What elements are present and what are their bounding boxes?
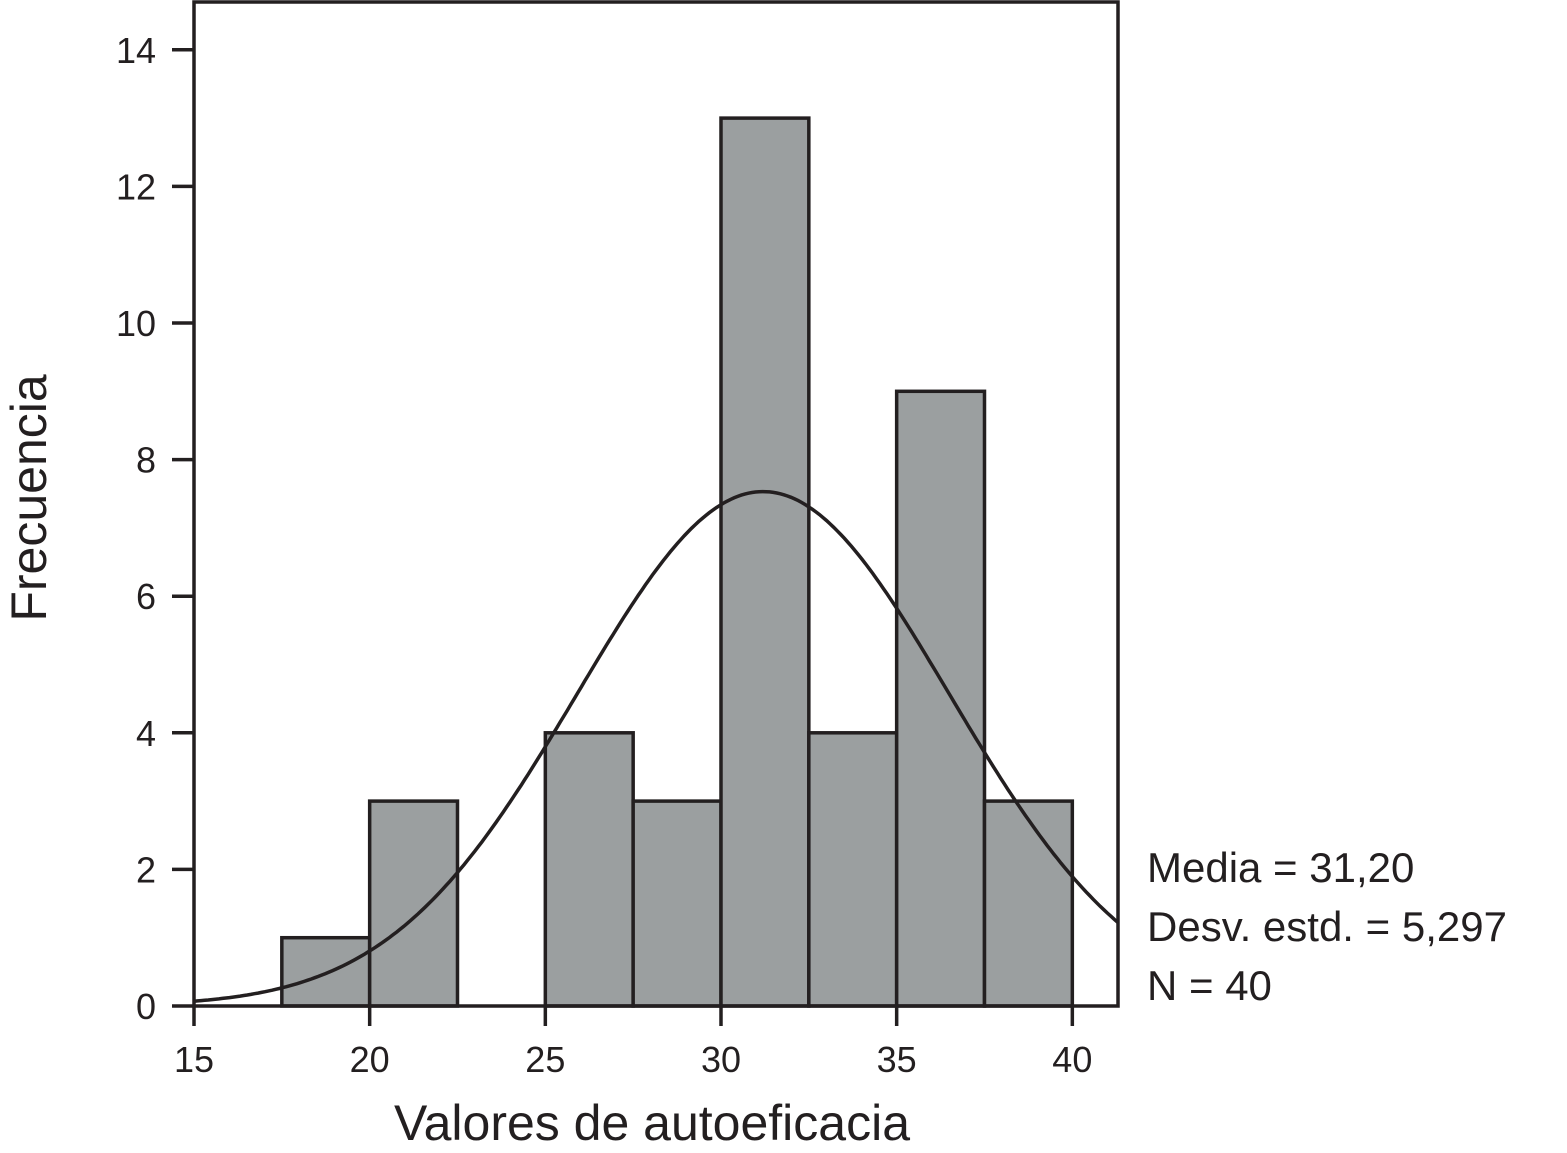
x-tick-label-40: 40 <box>1052 1039 1092 1080</box>
y-axis: 0 2 4 6 8 10 12 14 <box>116 30 194 1027</box>
stats-sd: Desv. estd. = 5,297 <box>1147 903 1507 950</box>
y-tick-label-0: 0 <box>136 986 156 1027</box>
histogram-bar-3 <box>543 731 635 1008</box>
x-axis: 15 20 25 30 35 40 <box>174 1006 1092 1080</box>
y-tick-label-10: 10 <box>116 303 156 344</box>
stats-n: N = 40 <box>1147 962 1272 1009</box>
x-tick-label-20: 20 <box>350 1039 390 1080</box>
x-tick-label-35: 35 <box>877 1039 917 1080</box>
y-tick-label-8: 8 <box>136 440 156 481</box>
histogram-bar-5 <box>719 116 811 1008</box>
x-tick-label-15: 15 <box>174 1039 214 1080</box>
histogram-bar-6 <box>807 731 899 1008</box>
histogram-bar-4 <box>631 799 723 1008</box>
y-tick-label-4: 4 <box>136 713 156 754</box>
bars-layer <box>280 116 1075 1008</box>
x-tick-label-25: 25 <box>525 1039 565 1080</box>
y-tick-label-2: 2 <box>136 849 156 890</box>
histogram-bar-1 <box>367 799 460 1008</box>
y-tick-label-12: 12 <box>116 166 156 207</box>
y-tick-label-14: 14 <box>116 30 156 71</box>
y-axis-label: Frecuencia <box>1 374 57 622</box>
histogram-bar-7 <box>894 389 987 1008</box>
plot-frame <box>192 0 1120 1008</box>
y-tick-label-6: 6 <box>136 576 156 617</box>
normal-curve <box>193 489 1120 1003</box>
x-tick-label-30: 30 <box>701 1039 741 1080</box>
stats-mean: Media = 31,20 <box>1147 844 1414 891</box>
x-axis-label: Valores de autoeficacia <box>394 1095 910 1151</box>
histogram-bar-8 <box>982 799 1075 1008</box>
